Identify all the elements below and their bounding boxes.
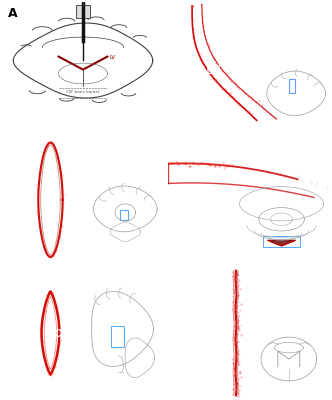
Text: C: C	[8, 140, 17, 153]
Text: E: E	[8, 273, 17, 286]
Text: F: F	[174, 273, 183, 286]
Bar	[76, 4, 90, 18]
Text: Aq: Aq	[46, 326, 64, 340]
Text: D: D	[174, 140, 184, 153]
Text: LV: LV	[109, 55, 115, 60]
Text: A: A	[8, 7, 18, 20]
Text: CSF-brain barrier: CSF-brain barrier	[66, 90, 100, 94]
Text: 3V: 3V	[66, 186, 84, 200]
Text: B: B	[174, 7, 184, 20]
Text: 4V: 4V	[204, 206, 222, 220]
Text: CC: CC	[199, 320, 218, 334]
Text: LV: LV	[205, 62, 221, 76]
